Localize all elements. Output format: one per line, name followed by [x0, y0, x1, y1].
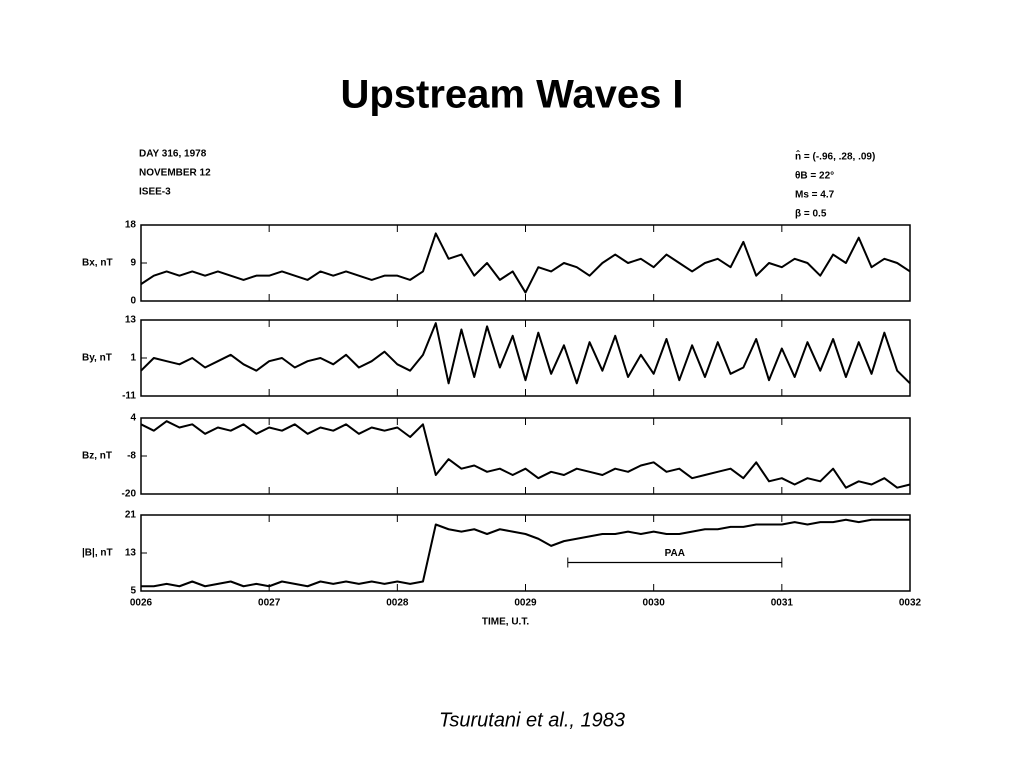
x-tick-label: 0031 [771, 598, 794, 609]
y-tick-label: 0 [130, 296, 136, 307]
x-tick-label: 0028 [386, 598, 409, 609]
header-note: DAY 316, 1978 [139, 149, 207, 160]
x-tick-label: 0027 [258, 598, 281, 609]
data-line [140, 420, 911, 489]
y-tick-label: 13 [125, 315, 137, 326]
x-tick-label: 0026 [130, 598, 153, 609]
panel-frame [140, 514, 911, 592]
y-tick-label: -20 [122, 489, 137, 500]
x-tick-label: 0030 [643, 598, 666, 609]
y-tick-label: 4 [130, 413, 136, 424]
y-tick-label: 13 [125, 548, 137, 559]
y-tick-label: 9 [130, 258, 136, 269]
x-axis-label: TIME, U.T. [482, 617, 529, 628]
y-tick-label: 18 [125, 220, 137, 231]
data-line [140, 232, 911, 294]
y-axis-label: Bx, nT [82, 258, 113, 269]
header-note: ISEE-3 [139, 187, 171, 198]
panel-frame [140, 224, 911, 302]
y-tick-label: -8 [127, 451, 136, 462]
slide-title: Upstream Waves I [340, 73, 683, 117]
y-tick-label: 5 [130, 586, 136, 597]
y-tick-label: 21 [125, 510, 137, 521]
data-line [140, 322, 911, 385]
panel-frame [140, 319, 911, 397]
y-tick-label: -11 [122, 391, 136, 402]
parameter-note: θB = 22° [795, 171, 834, 182]
annotation-label: PAA [665, 548, 685, 559]
parameter-note: β = 0.5 [795, 209, 827, 220]
parameter-note: n̂ = (-.96, .28, .09) [795, 150, 875, 163]
y-tick-label: 1 [130, 353, 136, 364]
data-line [141, 518, 910, 588]
header-note: NOVEMBER 12 [139, 168, 211, 179]
x-tick-label: 0029 [514, 598, 537, 609]
panel-frame [140, 417, 911, 495]
x-tick-label: 0032 [899, 598, 922, 609]
y-axis-label: By, nT [82, 353, 112, 364]
caption: Tsurutani et al., 1983 [439, 709, 625, 731]
y-axis-label: Bz, nT [82, 451, 112, 462]
parameter-note: Ms = 4.7 [795, 190, 835, 201]
y-axis-label: |B|, nT [82, 548, 113, 559]
